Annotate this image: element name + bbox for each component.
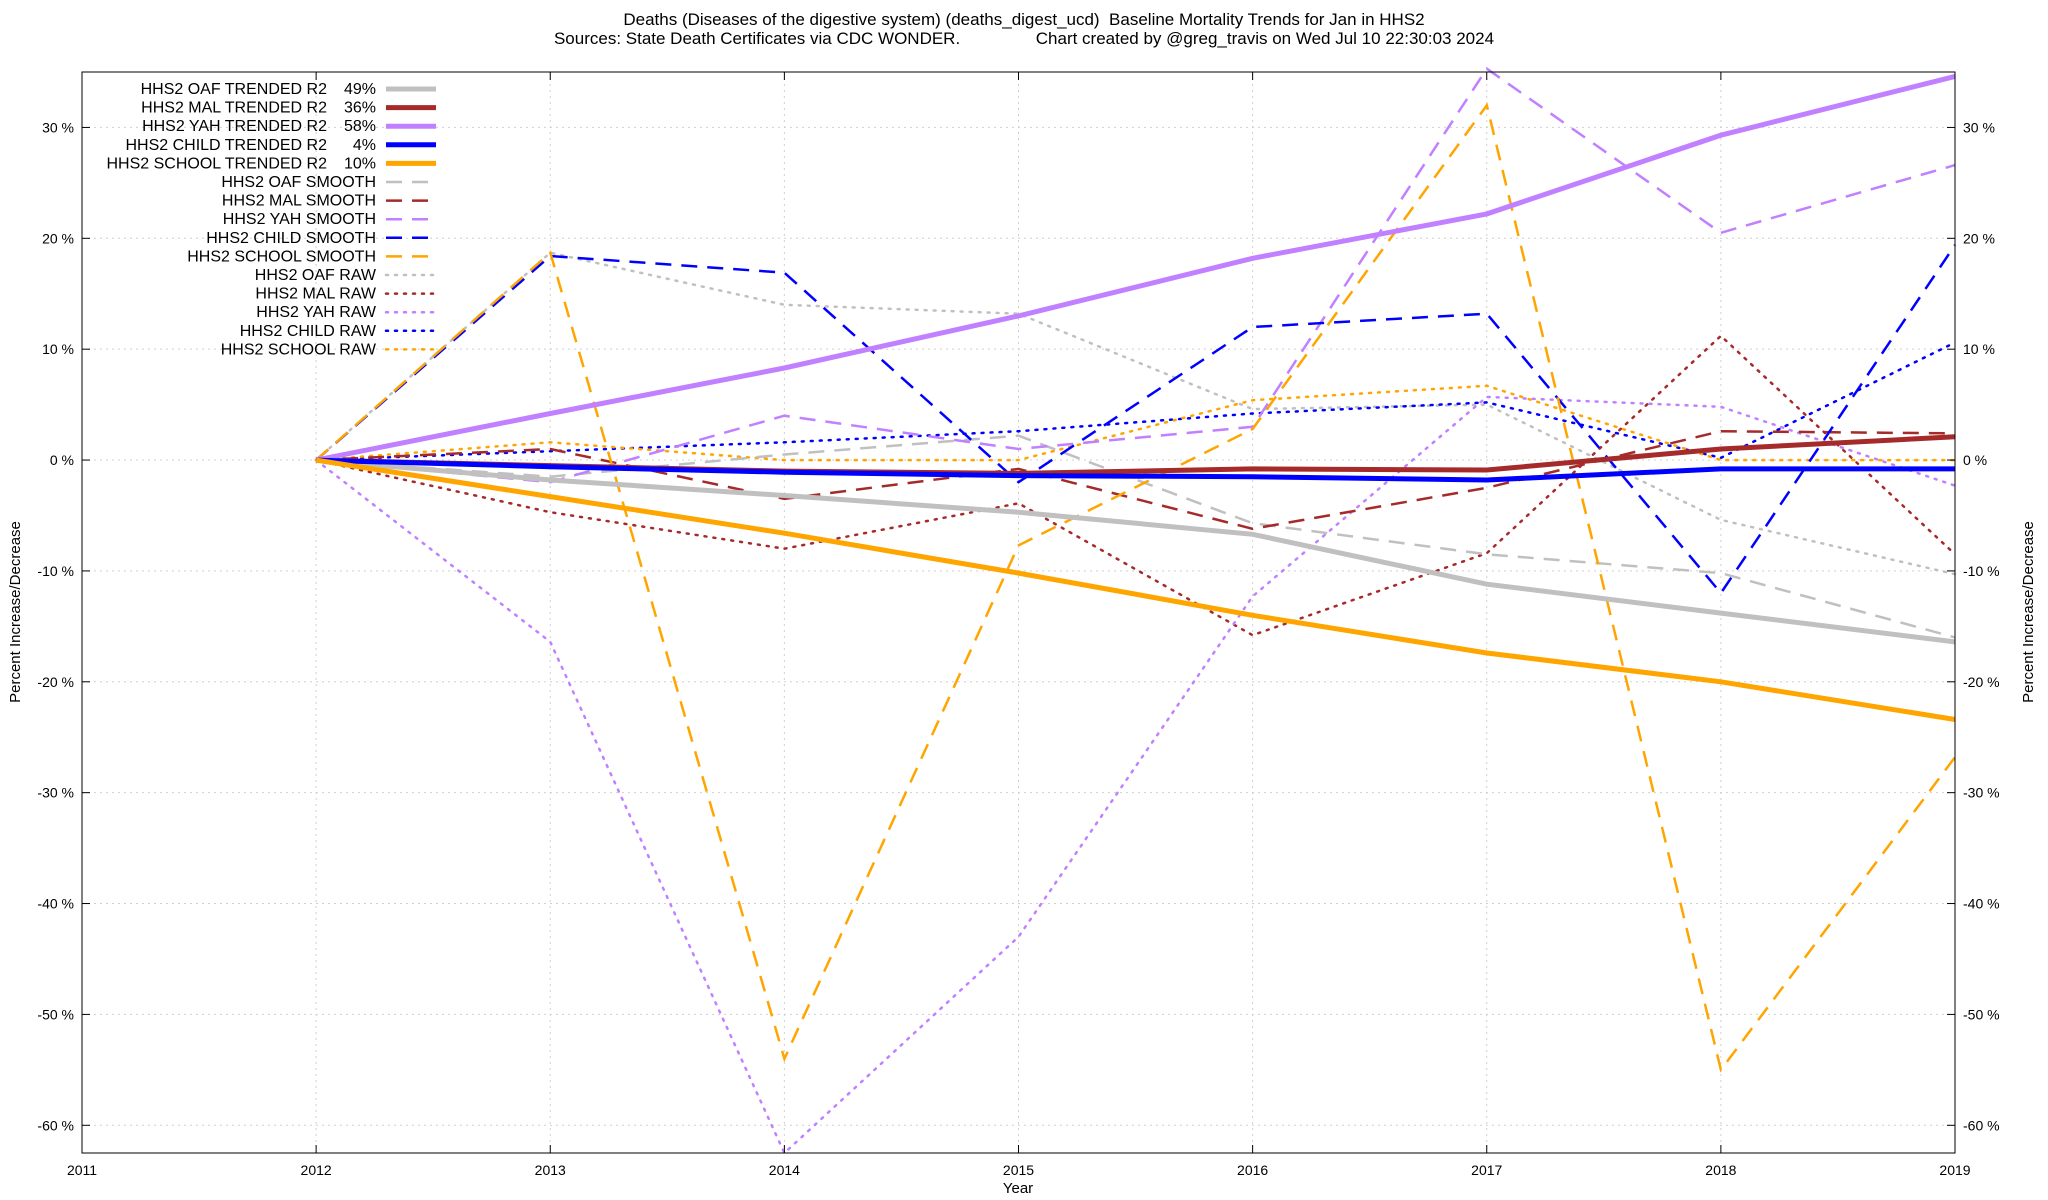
- x-axis-label: Year: [1003, 1180, 1033, 1197]
- legend-label: HHS2 YAH SMOOTH: [223, 211, 376, 228]
- legend-label: HHS2 YAH RAW: [256, 304, 377, 321]
- legend-label: HHS2 SCHOOL RAW: [221, 341, 377, 358]
- legend-label: HHS2 OAF TRENDED R2: [141, 81, 328, 98]
- legend-label: HHS2 OAF SMOOTH: [221, 174, 376, 191]
- chart-title-line-1: Deaths (Diseases of the digestive system…: [623, 10, 1424, 29]
- legend-r2-value: 58%: [344, 118, 376, 135]
- series-line-hhs2-yah-trended-r2: [315, 73, 1956, 463]
- legend-label: HHS2 MAL TRENDED R2: [141, 100, 327, 117]
- series-line-hhs2-yah-smooth: [315, 66, 1956, 484]
- y-tick-label-right: -40 %: [1963, 896, 2000, 912]
- legend: HHS2 OAF TRENDED R2 49% HHS2 MAL TRENDED R…: [107, 81, 438, 358]
- y-tick-label-right: -20 %: [1963, 674, 2000, 690]
- y-axis-label-left: Percent Increase/Decrease: [7, 521, 24, 703]
- y-tick-label-left: 30 %: [42, 119, 74, 135]
- series-line-hhs2-child-raw: [314, 341, 1957, 462]
- legend-label: HHS2 SCHOOL SMOOTH: [187, 248, 376, 265]
- series-line-hhs2-yah-raw: [314, 395, 1957, 1156]
- x-tick-label: 2017: [1471, 1162, 1502, 1178]
- legend-label: HHS2 CHILD RAW: [240, 323, 377, 340]
- legend-r2-value: 10%: [344, 155, 376, 172]
- y-tick-label-right: 30 %: [1963, 119, 1995, 135]
- x-tick-label: 2019: [1939, 1162, 1970, 1178]
- y-tick-label-left: -10 %: [37, 563, 74, 579]
- y-tick-label-left: -50 %: [37, 1006, 74, 1022]
- y-tick-label-left: 20 %: [42, 230, 74, 246]
- series-line-hhs2-child-trended-r2: [316, 457, 1955, 483]
- series-lines: [314, 66, 1957, 1156]
- y-tick-label-right: -10 %: [1963, 563, 2000, 579]
- y-tick-label-right: 20 %: [1963, 230, 1995, 246]
- y-tick-label-left: -20 %: [37, 674, 74, 690]
- y-tick-label-right: 0 %: [1963, 452, 1987, 468]
- y-tick-label-left: -30 %: [37, 785, 74, 801]
- legend-label: HHS2 CHILD TRENDED R2: [125, 137, 327, 154]
- series-line-hhs2-child-smooth: [315, 244, 1957, 596]
- axis-ticks: 2011 2012 2013 2014 2015 2016 2017 2018 2019 30 %…: [37, 72, 2000, 1178]
- x-tick-label: 2014: [769, 1162, 800, 1178]
- legend-label: HHS2 CHILD SMOOTH: [206, 230, 376, 247]
- series-line-hhs2-oaf-smooth: [316, 434, 1956, 639]
- legend-label: HHS2 MAL RAW: [255, 286, 377, 303]
- series-line-hhs2-mal-smooth: [316, 429, 1956, 531]
- x-tick-label: 2018: [1705, 1162, 1736, 1178]
- y-tick-label-left: -40 %: [37, 896, 74, 912]
- x-tick-label: 2015: [1003, 1162, 1034, 1178]
- legend-r2-value: 49%: [344, 81, 376, 98]
- legend-label: HHS2 YAH TRENDED R2: [142, 118, 327, 135]
- x-tick-label: 2012: [301, 1162, 332, 1178]
- legend-label: HHS2 SCHOOL TRENDED R2: [107, 155, 328, 172]
- legend-label: HHS2 OAF RAW: [255, 267, 377, 284]
- x-tick-label: 2013: [535, 1162, 566, 1178]
- y-tick-label-right: 10 %: [1963, 341, 1995, 357]
- series-line-hhs2-oaf-raw: [314, 251, 1957, 576]
- y-tick-label-left: 0 %: [50, 452, 74, 468]
- chart-title-line-2: Sources: State Death Certificates via CD…: [554, 29, 1494, 48]
- y-tick-label-left: 10 %: [42, 341, 74, 357]
- series-line-hhs2-school-trended-r2: [315, 457, 1956, 722]
- legend-label: HHS2 MAL SMOOTH: [222, 193, 376, 210]
- series-line-hhs2-oaf-trended-r2: [315, 457, 1956, 645]
- series-line-hhs2-school-smooth: [315, 102, 1957, 1073]
- y-tick-label-left: -60 %: [37, 1117, 74, 1133]
- legend-r2-value: 4%: [353, 137, 376, 154]
- x-tick-label: 2011: [67, 1162, 97, 1178]
- legend-r2-value: 36%: [344, 100, 376, 117]
- y-tick-label-right: -50 %: [1963, 1006, 2000, 1022]
- y-tick-label-right: -60 %: [1963, 1117, 2000, 1133]
- y-axis-label-right: Percent Increase/Decrease: [2020, 521, 2037, 703]
- series-line-hhs2-mal-raw: [314, 334, 1957, 637]
- x-tick-label: 2016: [1237, 1162, 1268, 1178]
- y-tick-label-right: -30 %: [1963, 785, 2000, 801]
